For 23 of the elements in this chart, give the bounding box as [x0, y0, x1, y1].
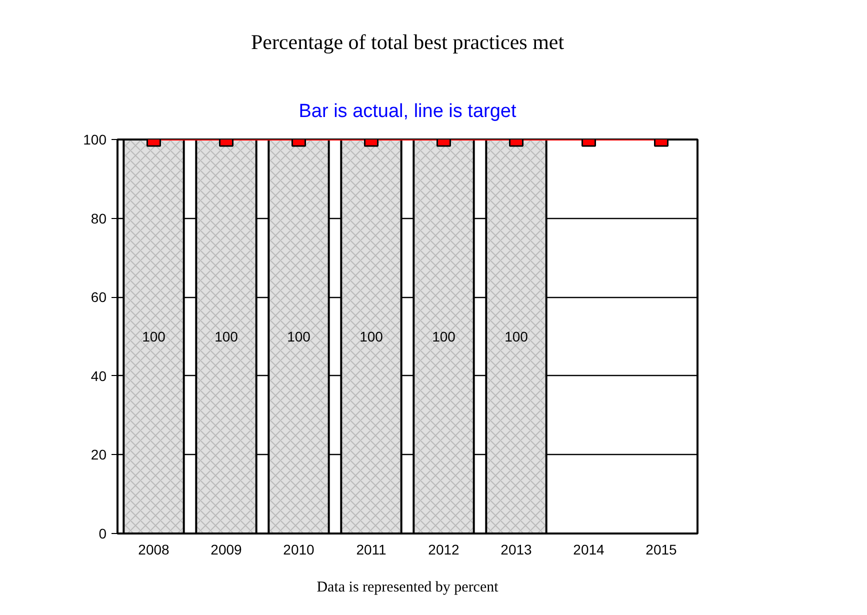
- chart-title: Percentage of total best practices met: [250, 30, 564, 54]
- x-tick-label: 2012: [428, 542, 460, 558]
- data-label: 100: [214, 328, 238, 344]
- x-tick-label: 2014: [573, 542, 605, 558]
- data-label: 100: [504, 328, 528, 344]
- x-tick-label: 2015: [646, 542, 678, 558]
- y-tick-label: 40: [90, 368, 107, 384]
- chart-subtitle: Bar is actual, line is target: [298, 101, 517, 122]
- y-tick-label: 60: [90, 289, 107, 306]
- data-label: 100: [432, 328, 456, 344]
- y-tick-label: 0: [98, 526, 107, 542]
- data-label: 100: [360, 328, 384, 344]
- data-label: 100: [142, 328, 166, 344]
- x-tick-label: 2009: [210, 542, 242, 558]
- x-tick-label: 2010: [283, 542, 315, 558]
- y-tick-label: 80: [90, 210, 107, 226]
- y-tick-label: 20: [90, 446, 107, 463]
- x-tick-label: 2008: [138, 542, 170, 558]
- y-tick-label: 100: [83, 132, 107, 148]
- x-tick-label: 2011: [356, 542, 387, 558]
- x-tick-label: 2013: [500, 542, 532, 558]
- text: Data is represented by percent: [316, 580, 500, 596]
- data-label: 100: [287, 328, 311, 344]
